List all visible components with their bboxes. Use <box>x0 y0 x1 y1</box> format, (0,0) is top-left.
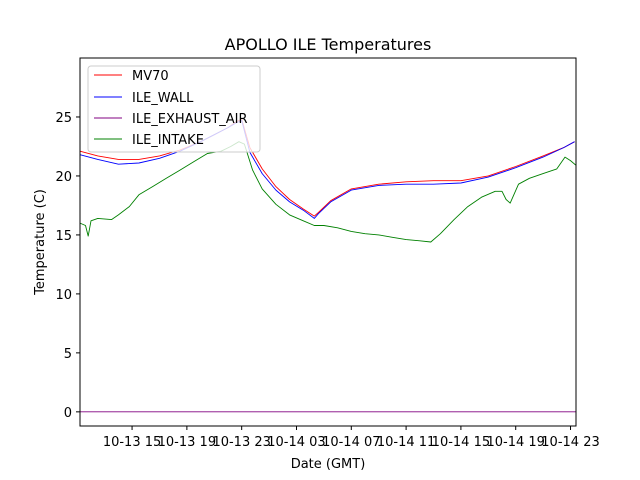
x-tick-label: 10-14 11 <box>377 435 435 450</box>
y-tick-label: 15 <box>55 229 72 244</box>
y-tick-label: 25 <box>55 111 72 126</box>
x-tick-label: 10-14 23 <box>541 435 599 450</box>
y-axis-label: Temperature (C) <box>33 189 48 296</box>
y-tick-label: 5 <box>64 347 72 362</box>
x-axis-label: Date (GMT) <box>291 457 366 472</box>
legend-frame <box>87 65 261 153</box>
x-tick-label: 10-14 03 <box>267 435 325 450</box>
y-tick-label: 0 <box>64 406 72 421</box>
legend-label-ile-intake: ILE_INTAKE <box>132 133 204 148</box>
x-tick-label: 10-13 23 <box>212 435 270 450</box>
x-tick-label: 10-14 07 <box>322 435 380 450</box>
y-tick-label: 10 <box>55 288 72 303</box>
x-tick-label: 10-13 15 <box>103 435 161 450</box>
legend-label-ile-exhaust-air: ILE_EXHAUST_AIR <box>132 112 248 127</box>
series-line-ile-wall <box>79 120 575 219</box>
legend-label-ile-wall: ILE_WALL <box>132 91 194 106</box>
x-tick-label: 10-14 15 <box>432 435 490 450</box>
x-tick-label: 10-14 19 <box>486 435 544 450</box>
x-tick-label: 10-13 19 <box>158 435 216 450</box>
y-tick-label: 20 <box>55 170 72 185</box>
series-line-ile-intake <box>79 141 577 243</box>
legend: MV70 ILE_WALL ILE_EXHAUST_AIR ILE_INTAKE <box>87 65 261 153</box>
legend-label-mv70: MV70 <box>132 69 169 84</box>
plot-frame <box>79 57 577 427</box>
chart-title: APOLLO ILE Temperatures <box>225 35 432 54</box>
